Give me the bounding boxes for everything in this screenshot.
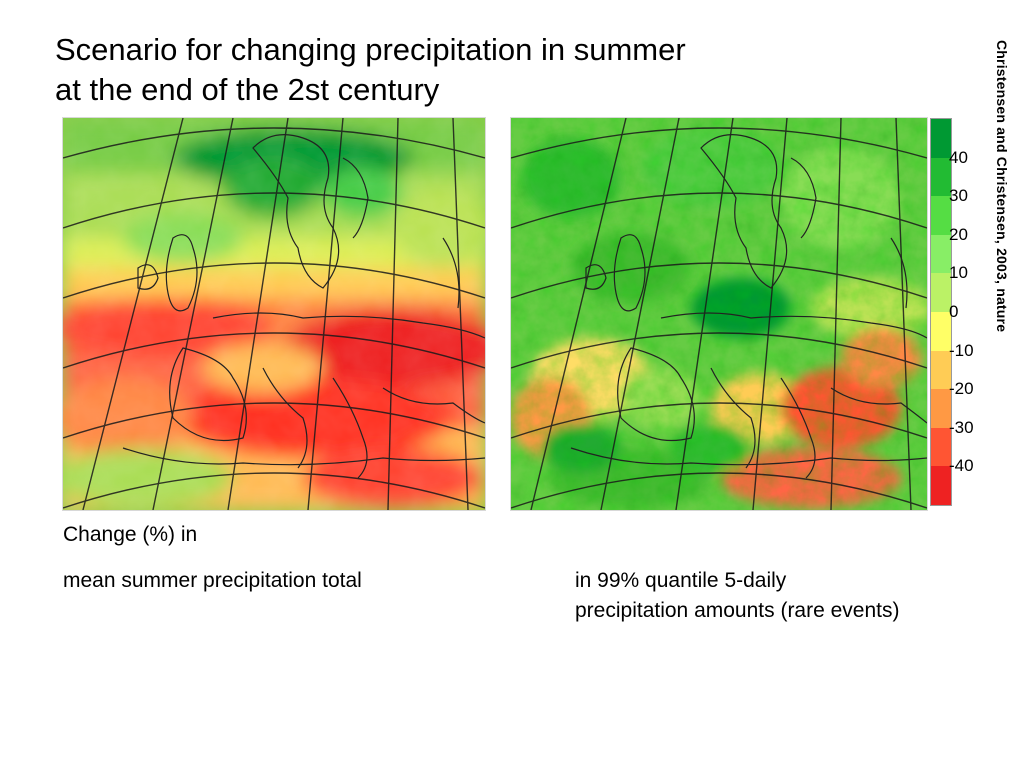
legend-tick-label: -20 xyxy=(949,379,974,399)
legend-color-step xyxy=(931,312,951,352)
legend-color-step xyxy=(931,389,951,429)
map-rare-events-precipitation xyxy=(511,118,927,510)
legend-colorbar xyxy=(930,118,952,506)
legend-color-step xyxy=(931,119,951,159)
legend-tick-label: -30 xyxy=(949,417,974,437)
legend-tick-label: -40 xyxy=(949,456,974,476)
title-line-2: at the end of the 2st century xyxy=(55,72,440,107)
legend-color-step xyxy=(931,273,951,313)
legend-color-step xyxy=(931,427,951,467)
map-mean-summer-precipitation xyxy=(63,118,485,510)
map-right-graphic xyxy=(511,118,927,510)
legend-color-step xyxy=(931,350,951,390)
legend-color-step xyxy=(931,466,951,506)
caption-right-line-1: in 99% quantile 5-daily xyxy=(575,569,787,592)
citation-credit: Christensen and Christensen, 2003, natur… xyxy=(994,40,1010,333)
legend-tick-label: 0 xyxy=(949,302,959,321)
title-line-1: Scenario for changing precipitation in s… xyxy=(55,32,686,67)
legend-tick-label: 10 xyxy=(949,263,968,283)
caption-right-line-2: precipitation amounts (rare events) xyxy=(575,599,900,622)
slide-title: Scenario for changing precipitation in s… xyxy=(55,30,775,110)
caption-left: mean summer precipitation total xyxy=(63,569,362,592)
caption-heading: Change (%) in xyxy=(63,523,198,546)
legend-tick-label: -10 xyxy=(949,340,974,360)
legend-color-step xyxy=(931,196,951,236)
legend-tick-label: 30 xyxy=(949,186,968,206)
legend-tick-label: 20 xyxy=(949,224,968,244)
legend-color-step xyxy=(931,157,951,197)
legend-color-step xyxy=(931,234,951,274)
map-left-graphic xyxy=(63,118,485,510)
legend-tick-label: 40 xyxy=(949,147,968,167)
